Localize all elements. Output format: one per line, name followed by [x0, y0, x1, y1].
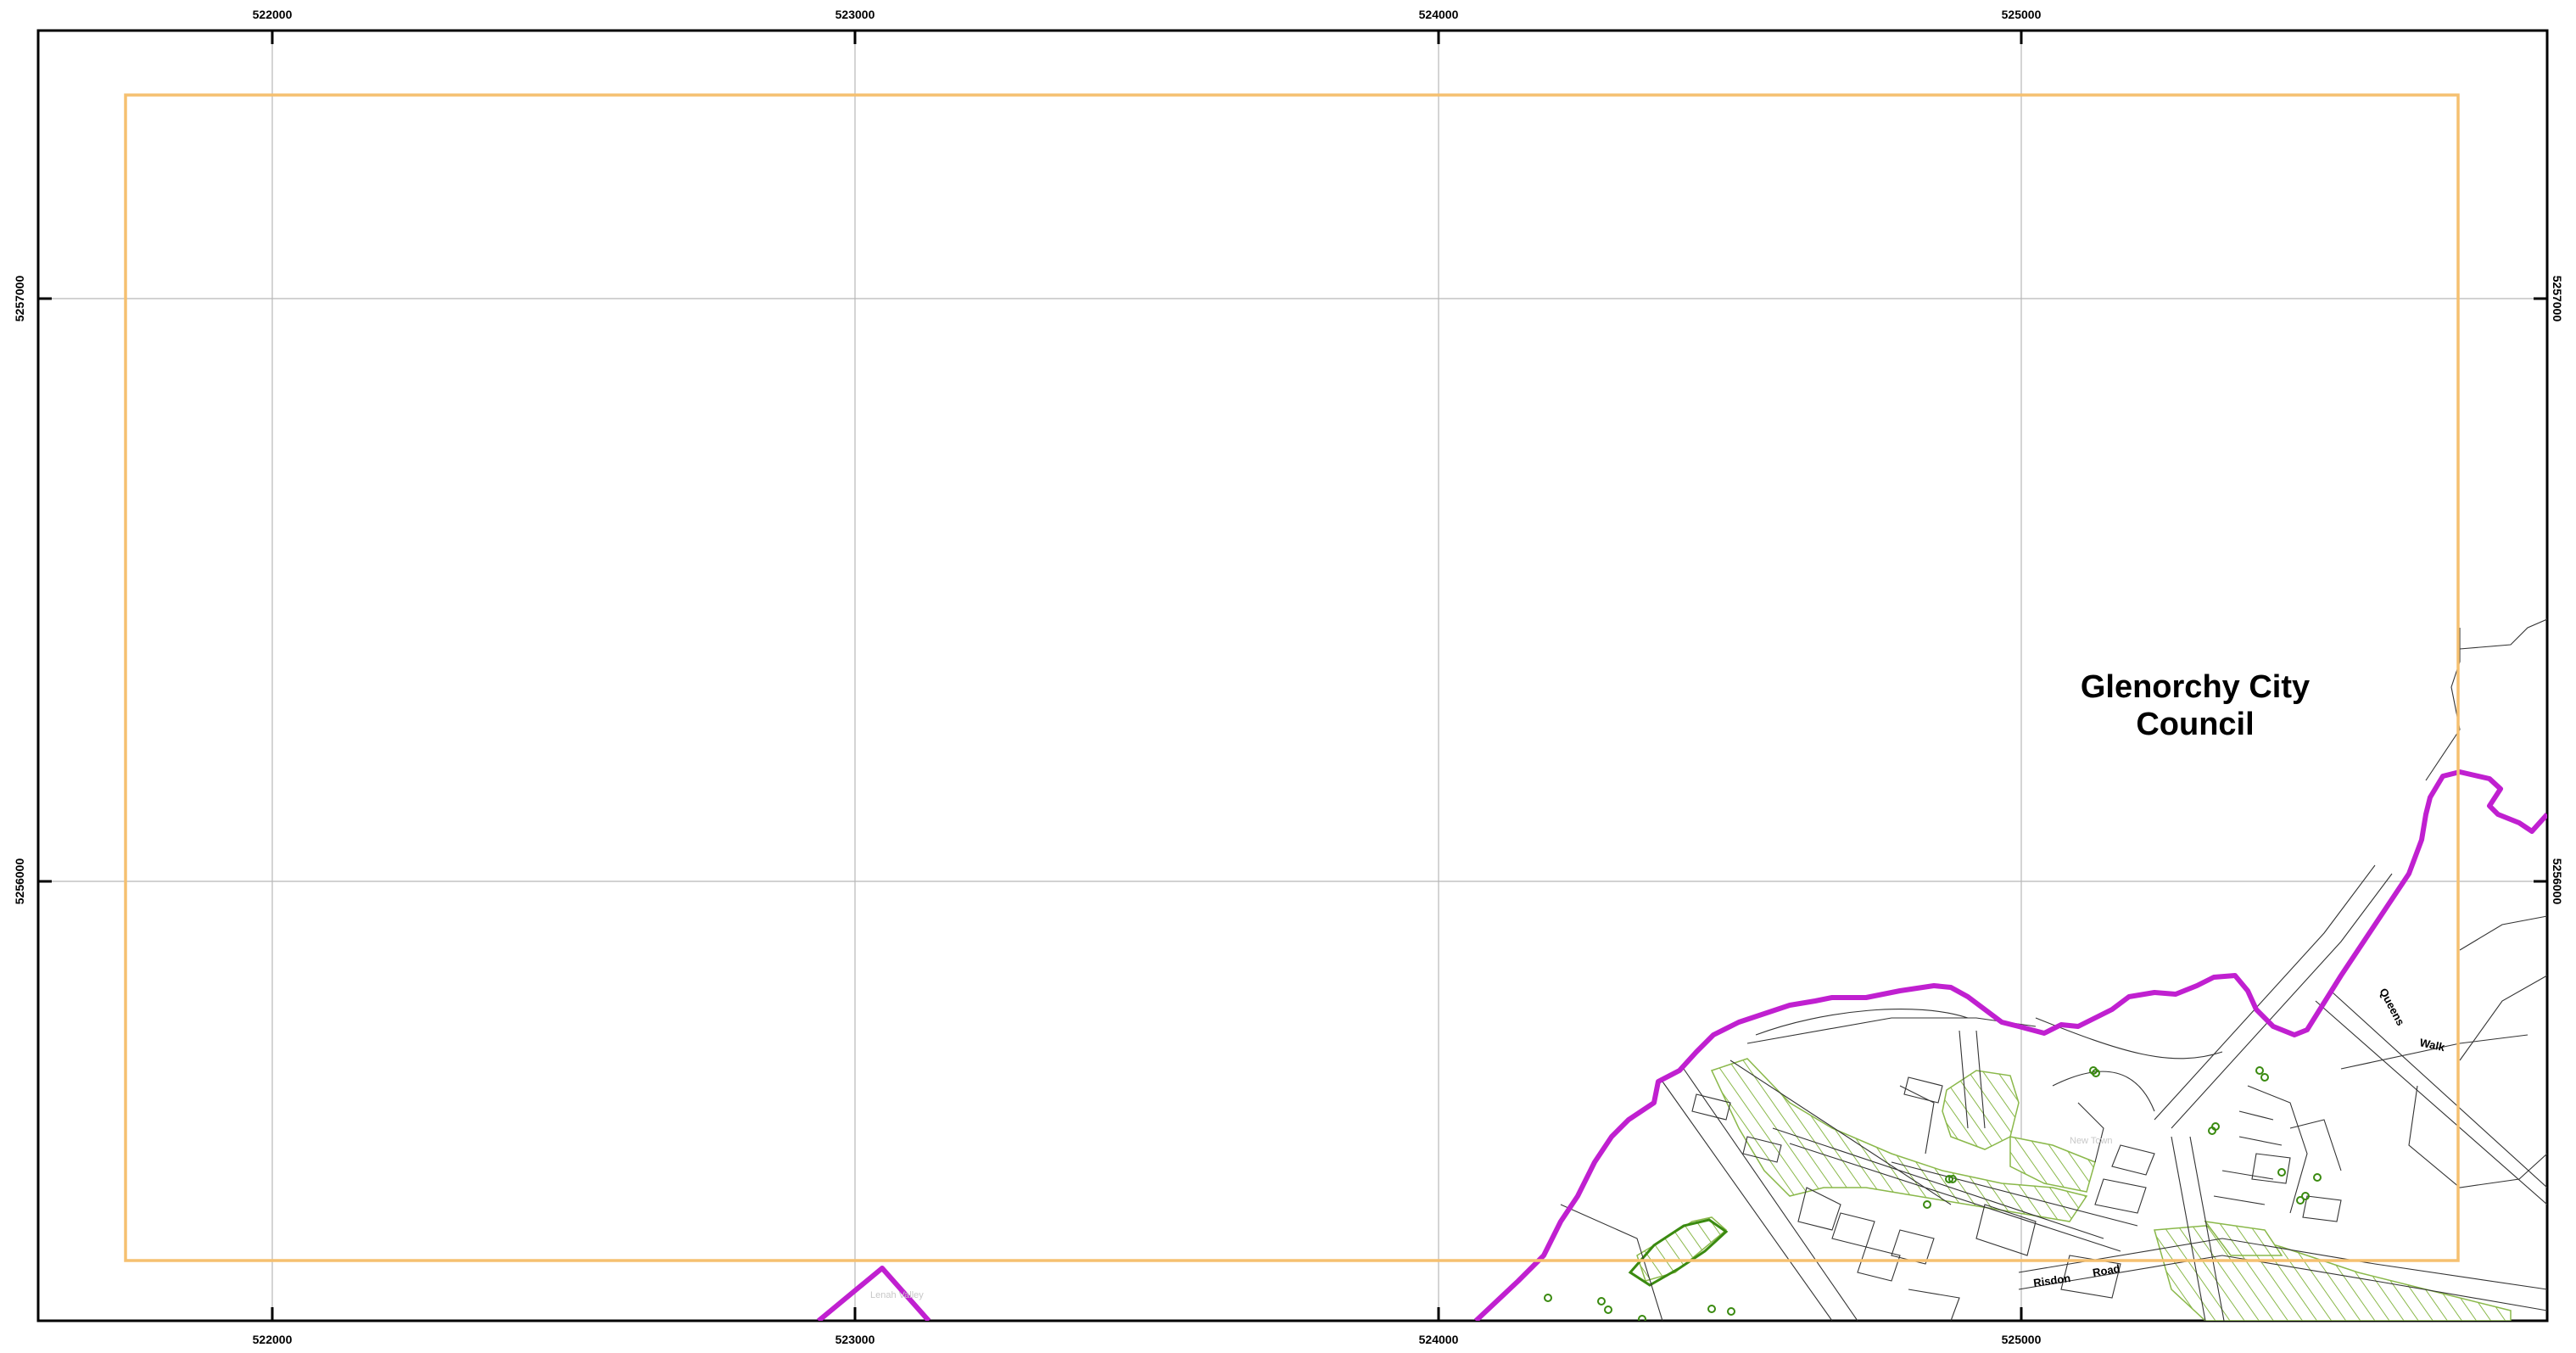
map-frame	[36, 29, 2549, 1322]
x-tick-label-bottom: 523000	[835, 1333, 875, 1346]
x-tick-label-top: 524000	[1419, 8, 1459, 21]
tree-points	[1544, 1066, 2322, 1321]
tick-marks	[38, 31, 2547, 1321]
street-label-road: Road	[2092, 1262, 2121, 1279]
x-tick-label-bottom: 524000	[1419, 1333, 1459, 1346]
x-tick-label-bottom: 522000	[253, 1333, 293, 1346]
faint-label-lenah-valley: Lenah Valley	[870, 1290, 924, 1300]
y-tick-label-right: 5256000	[2551, 858, 2564, 905]
x-tick-label-top: 522000	[253, 8, 293, 21]
cadastre-lines	[1560, 618, 2547, 1321]
vegetation-patch	[2204, 1221, 2283, 1256]
y-tick-label-left: 5256000	[13, 858, 26, 905]
vegetation-areas	[1636, 1058, 2512, 1321]
vegetation-patch	[2009, 1136, 2096, 1193]
dark-vegetation-outline	[1628, 1218, 1729, 1287]
x-tick-label-top: 525000	[2002, 8, 2042, 21]
graticule	[38, 31, 2547, 1321]
street-label-risdon: Risdon	[2032, 1272, 2071, 1289]
council-label-line2: Council	[2136, 707, 2254, 742]
y-tick-label-left: 5257000	[13, 276, 26, 322]
x-tick-label-top: 523000	[835, 8, 875, 21]
faint-label-new-town: New Town	[2070, 1136, 2113, 1146]
council-boundary	[1473, 769, 2547, 1321]
vegetation-patch	[1710, 1058, 2088, 1222]
y-tick-label-right: 5257000	[2551, 276, 2564, 322]
extent-frame	[124, 93, 2460, 1262]
council-boundary-west	[817, 1266, 931, 1321]
x-tick-label-bottom: 525000	[2002, 1333, 2042, 1346]
street-label-walk: Walk	[2418, 1036, 2446, 1054]
council-label-line1: Glenorchy City	[2081, 669, 2310, 705]
